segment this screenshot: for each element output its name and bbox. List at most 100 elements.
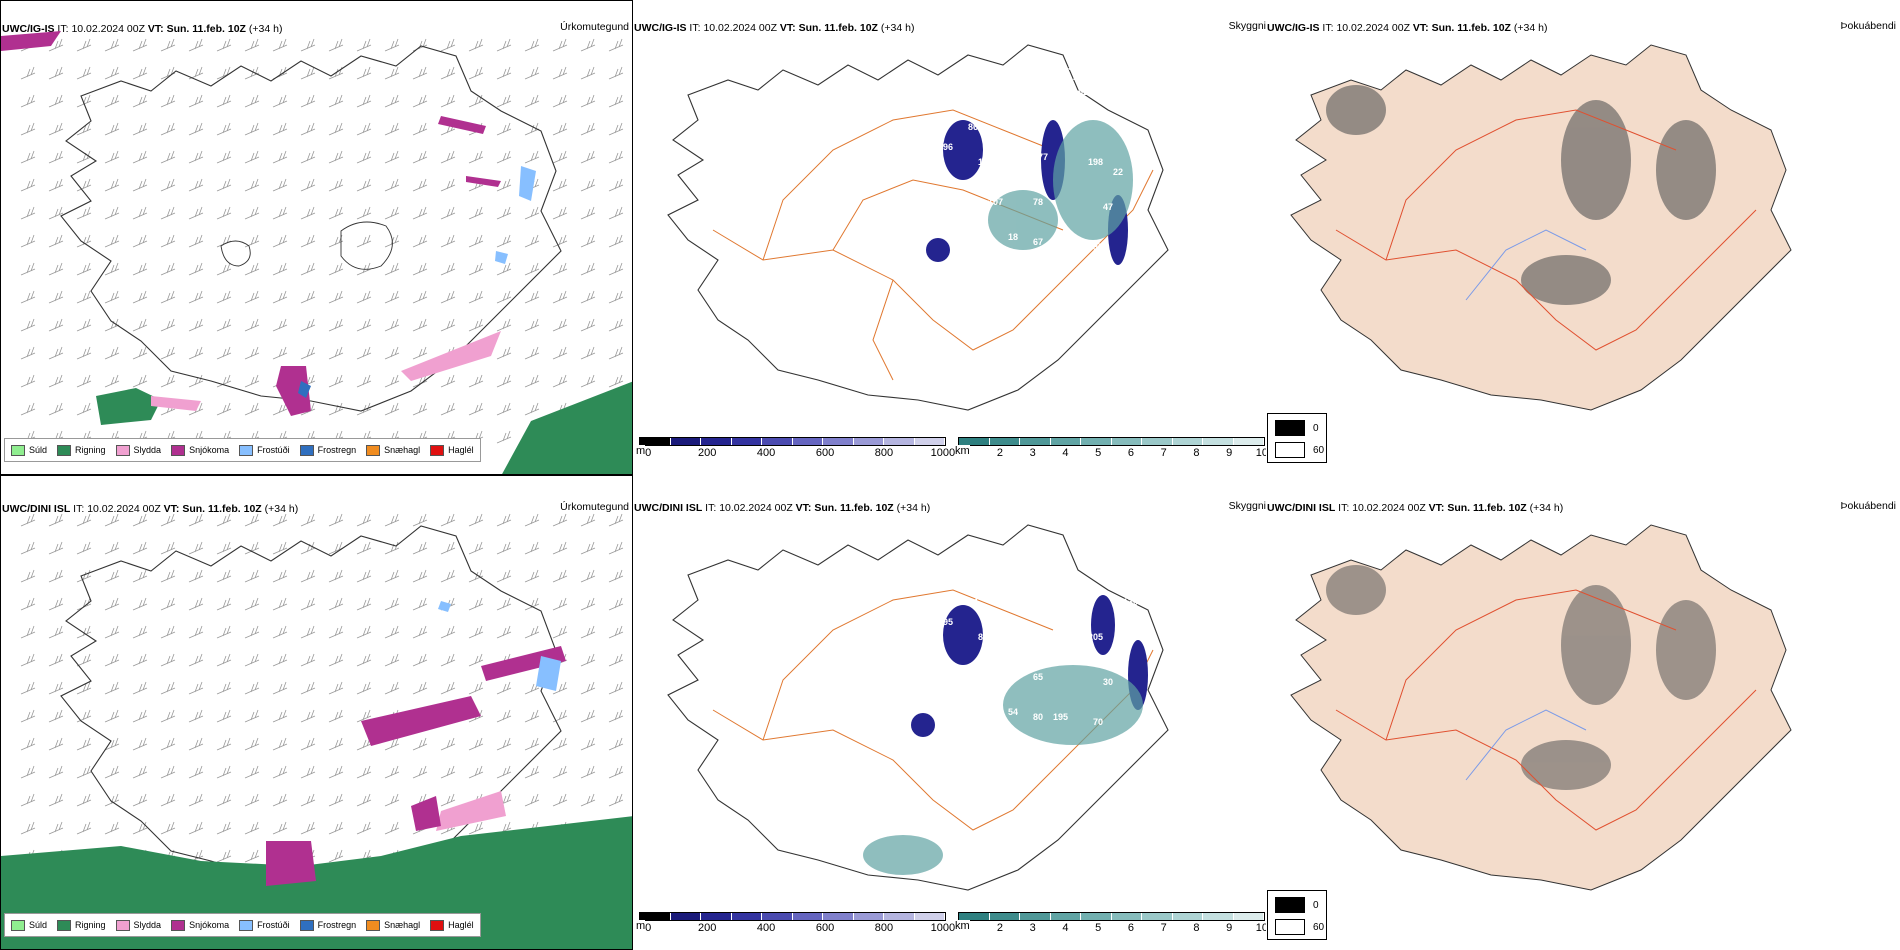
wind-barb <box>524 569 540 583</box>
freezing-drizzle-area <box>495 251 508 264</box>
wind-barb <box>48 709 64 723</box>
wind-barb <box>244 206 260 220</box>
wind-barb <box>48 318 64 332</box>
wind-barb <box>524 150 540 164</box>
wind-barb <box>216 821 232 835</box>
wind-barb <box>20 402 36 416</box>
wind-barb <box>356 290 372 304</box>
scale-swatch <box>1020 438 1051 445</box>
wind-barb <box>496 569 512 583</box>
visibility-areas <box>988 120 1133 250</box>
visibility-value-label: 53 <box>943 352 953 362</box>
wind-barb <box>356 94 372 108</box>
wind-barb <box>48 765 64 779</box>
wind-barb <box>272 234 288 248</box>
wind-barb <box>20 653 36 667</box>
wind-barb <box>244 821 260 835</box>
wind-barb <box>468 318 484 332</box>
wind-barb <box>384 653 400 667</box>
wind-barb <box>188 150 204 164</box>
wind-barb <box>356 402 372 416</box>
wind-barb <box>524 66 540 80</box>
wind-barb <box>412 765 428 779</box>
visibility-value-label: 87 <box>1093 242 1103 252</box>
wind-barb <box>216 625 232 639</box>
wind-barb <box>20 150 36 164</box>
legend-swatch <box>299 444 314 456</box>
wind-barb <box>524 318 540 332</box>
wind-barb <box>48 94 64 108</box>
wind-barb <box>160 346 176 360</box>
scale-swatch <box>701 438 732 445</box>
scale-swatch <box>1050 438 1081 445</box>
visibility-value-label: 74 <box>968 597 978 607</box>
wind-barb <box>496 709 512 723</box>
wind-barb <box>580 234 596 248</box>
wind-barb <box>272 346 288 360</box>
wind-barb <box>384 821 400 835</box>
visibility-map: 10 96 86 110 65 77 123 51 59 10 198 47 22 78 67 547 87 15… <box>667 44 1169 411</box>
wind-barb <box>104 206 120 220</box>
legend-item: Frostúði <box>239 919 290 931</box>
wind-barb <box>412 653 428 667</box>
wind-barb <box>272 513 288 527</box>
visibility-value-label: 78 <box>1033 197 1043 207</box>
wind-barb <box>552 94 568 108</box>
wind-barb <box>468 94 484 108</box>
visibility-value-label: 30 <box>1103 677 1113 687</box>
visibility-value-label: 47 <box>1103 202 1113 212</box>
scale-tick: 1000 <box>930 922 956 934</box>
wind-barb <box>272 765 288 779</box>
legend-label: Snjókoma <box>189 445 230 455</box>
wind-barb <box>188 374 204 388</box>
scale-ticks: 0 200 400 600 800 1000 <box>639 446 955 460</box>
wind-barb <box>580 709 596 723</box>
wind-barb <box>76 681 92 695</box>
wind-barb <box>76 513 92 527</box>
wind-barb <box>496 430 512 444</box>
wind-barb <box>524 625 540 639</box>
visibility-value-label: 95 <box>943 617 953 627</box>
wind-barb <box>440 402 456 416</box>
legend-label: Rigning <box>75 920 106 930</box>
wind-barb <box>496 38 512 52</box>
rain-area <box>502 381 632 474</box>
wind-barb <box>76 765 92 779</box>
wind-barb <box>104 290 120 304</box>
wind-barb <box>608 318 624 332</box>
wind-barb <box>20 765 36 779</box>
wind-barb <box>300 150 316 164</box>
wind-barb <box>328 849 344 863</box>
wind-barb <box>468 597 484 611</box>
wind-barb <box>440 262 456 276</box>
wind-barb <box>76 94 92 108</box>
wind-barb <box>552 625 568 639</box>
wind-barb <box>104 234 120 248</box>
legend-swatch <box>57 919 72 931</box>
wind-barb <box>608 625 624 639</box>
wind-barb <box>440 178 456 192</box>
iceland-coastline <box>60 45 562 412</box>
scale-swatch <box>1172 913 1203 920</box>
wind-barb <box>300 66 316 80</box>
wind-barb <box>188 318 204 332</box>
wind-barb <box>496 318 512 332</box>
legend-label: Haglél <box>448 445 474 455</box>
wind-barb <box>300 178 316 192</box>
wind-barb <box>328 737 344 751</box>
wind-barb <box>356 821 372 835</box>
wind-barb <box>132 737 148 751</box>
wind-barb <box>104 66 120 80</box>
cloud-base-scale: 0 200 400 600 800 1000 m <box>636 912 955 936</box>
wind-barb <box>216 513 232 527</box>
wind-barb <box>76 625 92 639</box>
wind-barb <box>300 597 316 611</box>
fog-index-areas <box>1326 565 1716 790</box>
scale-swatch <box>989 438 1020 445</box>
scale-tick: 600 <box>815 922 835 934</box>
wind-barb <box>160 178 176 192</box>
wind-barb <box>496 402 512 416</box>
snow-area <box>266 841 316 886</box>
wind-barb <box>328 625 344 639</box>
scale-tick: 6 <box>1127 447 1134 459</box>
